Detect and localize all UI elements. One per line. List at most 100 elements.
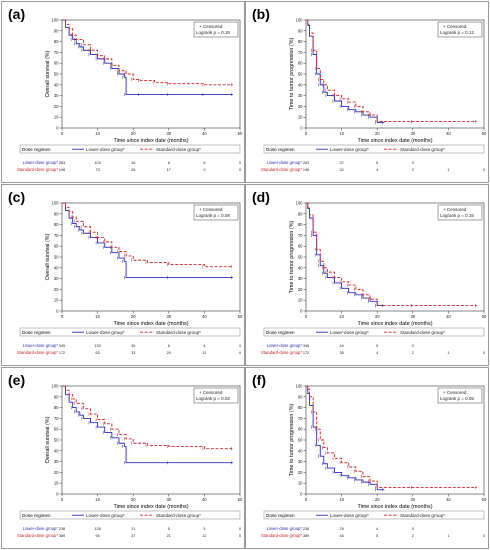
legend-standard-dose: Standard-dose group* — [156, 330, 201, 335]
risk-cell: 37 — [339, 161, 343, 165]
panel-label: (b) — [252, 6, 270, 22]
risk-cell: 5 — [203, 527, 205, 531]
censored-legend-text: + Censored — [199, 24, 223, 29]
x-tick-label: 10 — [339, 314, 344, 319]
y-tick-label: 70 — [298, 416, 303, 421]
censored-legend-text: + Censored — [443, 390, 467, 395]
x-tick-label: 10 — [95, 131, 100, 136]
risk-cell: 0 — [412, 527, 414, 531]
risk-cell: 1 — [447, 351, 449, 355]
x-axis-label: Time since index date (months) — [357, 504, 432, 510]
y-tick-label: 0 — [300, 309, 303, 314]
y-tick-label: 100 — [52, 18, 60, 23]
risk-cell: 0 — [412, 344, 414, 348]
y-tick-label: 10 — [54, 115, 59, 120]
risk-cell: 1 — [447, 534, 449, 538]
risk-cell: 26 — [131, 168, 135, 172]
risk-cell: 345 — [303, 344, 309, 348]
legend-box — [193, 387, 239, 404]
risk-cell: 21 — [167, 534, 171, 538]
y-tick-label: 90 — [298, 211, 303, 216]
x-tick-label: 30 — [166, 131, 171, 136]
y-tick-label: 0 — [56, 126, 59, 131]
risk-row-label: Lower-dose group* — [267, 526, 303, 531]
series-line — [62, 19, 233, 86]
risk-cell: 5 — [376, 534, 378, 538]
legend-standard-dose: Standard-dose group* — [400, 330, 445, 335]
x-tick-label: 0 — [61, 131, 64, 136]
risk-cell: 172 — [59, 351, 65, 355]
risk-cell: 345 — [59, 344, 65, 348]
y-tick-label: 80 — [298, 405, 303, 410]
legend-lower-dose: Lower-dose group* — [86, 147, 125, 152]
chart-panel: (b) 0 10 20 30 40 50 60 70 80 90 100 0 10 20 30 40 50 Time… — [245, 1, 489, 183]
risk-cell: 2 — [412, 351, 414, 355]
x-tick-label: 40 — [202, 131, 207, 136]
x-tick-label: 50 — [482, 497, 487, 502]
x-tick-label: 10 — [339, 131, 344, 136]
risk-cell: 46 — [339, 534, 343, 538]
y-tick-label: 50 — [54, 72, 59, 77]
risk-cell: 198 — [303, 168, 309, 172]
legend-lower-dose: Lower-dose group* — [330, 330, 369, 335]
x-tick-label: 20 — [375, 314, 380, 319]
x-tick-label: 50 — [482, 314, 487, 319]
logrank-text: Logrank p = 0.15 — [440, 213, 474, 218]
x-tick-label: 50 — [482, 131, 487, 136]
risk-cell: 94 — [95, 534, 99, 538]
risk-cell: 0 — [483, 351, 485, 355]
risk-cell: 5 — [376, 161, 378, 165]
x-tick-label: 30 — [410, 131, 415, 136]
series-line — [62, 202, 233, 278]
x-tick-label: 10 — [95, 497, 100, 502]
y-tick-label: 60 — [54, 61, 59, 66]
y-tick-label: 70 — [54, 233, 59, 238]
censored-legend-text: + Censored — [443, 24, 467, 29]
risk-cell: 0 — [239, 534, 241, 538]
x-axis-label: Time since index date (months) — [113, 138, 188, 144]
y-tick-label: 70 — [298, 50, 303, 55]
y-tick-label: 50 — [54, 255, 59, 260]
risk-cell: 0 — [239, 527, 241, 531]
y-tick-label: 90 — [298, 28, 303, 33]
y-tick-label: 40 — [54, 448, 59, 453]
risk-cell: 21 — [131, 527, 135, 531]
risk-cell: 33 — [131, 351, 135, 355]
x-tick-label: 20 — [375, 131, 380, 136]
x-tick-label: 30 — [410, 314, 415, 319]
legend-standard-dose: Standard-dose group* — [156, 513, 201, 518]
risk-cell: 16 — [131, 161, 135, 165]
risk-row-label: Lower-dose group* — [267, 343, 303, 348]
y-tick-label: 60 — [54, 244, 59, 249]
legend-standard-dose: Standard-dose group* — [400, 513, 445, 518]
risk-cell: 1 — [447, 168, 449, 172]
dose-legend-title: Dose regimen — [266, 147, 295, 152]
x-tick-label: 0 — [305, 497, 308, 502]
y-tick-label: 40 — [298, 82, 303, 87]
x-tick-label: 20 — [131, 314, 136, 319]
y-axis-label: Overall survival (%) — [45, 233, 51, 280]
risk-cell: 238 — [59, 527, 65, 531]
y-tick-label: 40 — [298, 265, 303, 270]
risk-cell: 4 — [376, 168, 378, 172]
x-axis-label: Time since index date (months) — [357, 138, 432, 144]
x-tick-label: 40 — [202, 314, 207, 319]
risk-row-label: Standard-dose group* — [17, 533, 58, 538]
dose-legend-box — [263, 144, 485, 154]
risk-cell: 5 — [376, 344, 378, 348]
series-line — [306, 385, 477, 488]
chart-panel: (d) 0 10 20 30 40 50 60 70 80 90 100 0 10 20 30 40 50 Time… — [245, 184, 489, 366]
risk-row-label: Standard-dose group* — [17, 350, 58, 355]
legend-lower-dose: Lower-dose group* — [330, 513, 369, 518]
x-axis-label: Time since index date (months) — [113, 504, 188, 510]
risk-cell: 238 — [303, 527, 309, 531]
x-tick-label: 20 — [131, 131, 136, 136]
legend-box — [193, 204, 239, 221]
y-tick-label: 50 — [298, 72, 303, 77]
risk-cell: 20 — [167, 351, 171, 355]
y-tick-label: 100 — [52, 384, 60, 389]
y-tick-label: 0 — [56, 492, 59, 497]
risk-row-label: Lower-dose group* — [23, 526, 59, 531]
